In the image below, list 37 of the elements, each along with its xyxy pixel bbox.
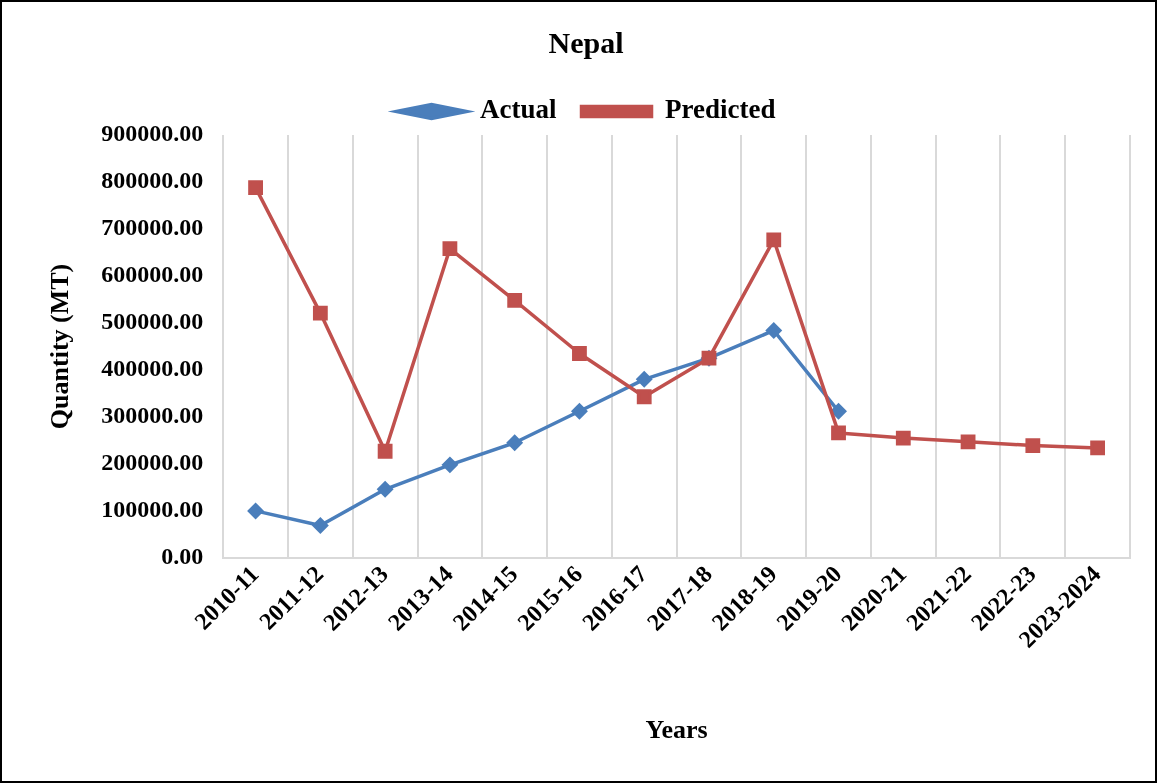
y-tick-label: 500000.00: [101, 308, 204, 335]
point: [636, 389, 652, 405]
chart-title: Nepal: [548, 25, 624, 59]
y-tick-label: 300000.00: [101, 402, 204, 429]
y-tick-label: 400000.00: [101, 355, 204, 382]
y-tick-label: 800000.00: [101, 167, 204, 194]
point: [247, 503, 264, 519]
point: [442, 241, 458, 257]
point: [442, 457, 458, 473]
point: [830, 403, 847, 420]
point: [312, 305, 328, 321]
y-tick-label: 0.00: [161, 543, 204, 570]
point: [248, 180, 263, 196]
point: [507, 293, 523, 308]
y-tick-label: 600000.00: [101, 261, 204, 288]
legend-label: Actual: [480, 94, 558, 125]
point: [312, 517, 329, 534]
y-tick-label: 700000.00: [101, 214, 204, 241]
point: [895, 430, 911, 446]
point: [1090, 440, 1106, 456]
point: [766, 232, 782, 248]
y-tick-label: 900000.00: [101, 120, 204, 147]
point: [572, 346, 587, 361]
legend-label: Predicted: [665, 94, 776, 125]
y-tick-label: 100000.00: [101, 496, 204, 523]
point: [571, 403, 588, 420]
y-tick-label: 200000.00: [101, 449, 204, 476]
point: [766, 322, 782, 339]
point: [506, 435, 523, 451]
point: [636, 371, 652, 388]
point: [831, 425, 846, 441]
y-axis-title: Quantity (MT): [45, 263, 75, 430]
point: [377, 443, 393, 459]
point: [960, 434, 976, 450]
point: [377, 481, 393, 498]
x-axis-title: Years: [645, 715, 708, 745]
point: [1025, 438, 1041, 454]
